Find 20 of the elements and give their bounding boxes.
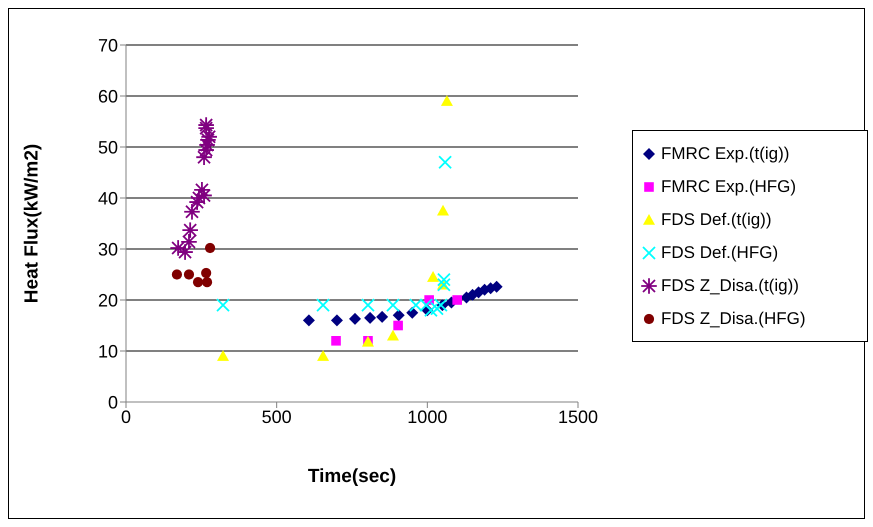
y-tick-label: 60 — [98, 86, 118, 106]
x-tick-label: 0 — [120, 406, 132, 427]
x-tick-label: 1500 — [558, 406, 598, 427]
legend-label: FMRC Exp.(t(ig)) — [661, 144, 790, 164]
legend-label: FMRC Exp.(HFG) — [661, 176, 796, 196]
x-axis-title: Time(sec) — [308, 466, 396, 487]
y-tick-label: 70 — [98, 35, 118, 56]
y-tick-label: 50 — [98, 137, 118, 158]
x-tick-label: 500 — [262, 406, 292, 427]
legend-label: FDS Z_Disa.(HFG) — [661, 308, 806, 328]
y-tick-label: 0 — [108, 392, 118, 412]
y-tick-label: 30 — [98, 239, 118, 260]
legend-label: FDS Def.(HFG) — [661, 242, 778, 262]
y-axis-title: Heat Flux(kW/m2) — [22, 144, 43, 304]
y-tick-label: 20 — [98, 290, 118, 310]
legend-label: FDS Z_Disa.(t(ig)) — [661, 276, 799, 296]
x-tick-label: 1000 — [407, 406, 448, 427]
y-tick-label: 40 — [98, 188, 118, 208]
y-tick-label: 10 — [98, 341, 118, 362]
legend-label: FDS Def.(t(ig)) — [661, 210, 772, 230]
